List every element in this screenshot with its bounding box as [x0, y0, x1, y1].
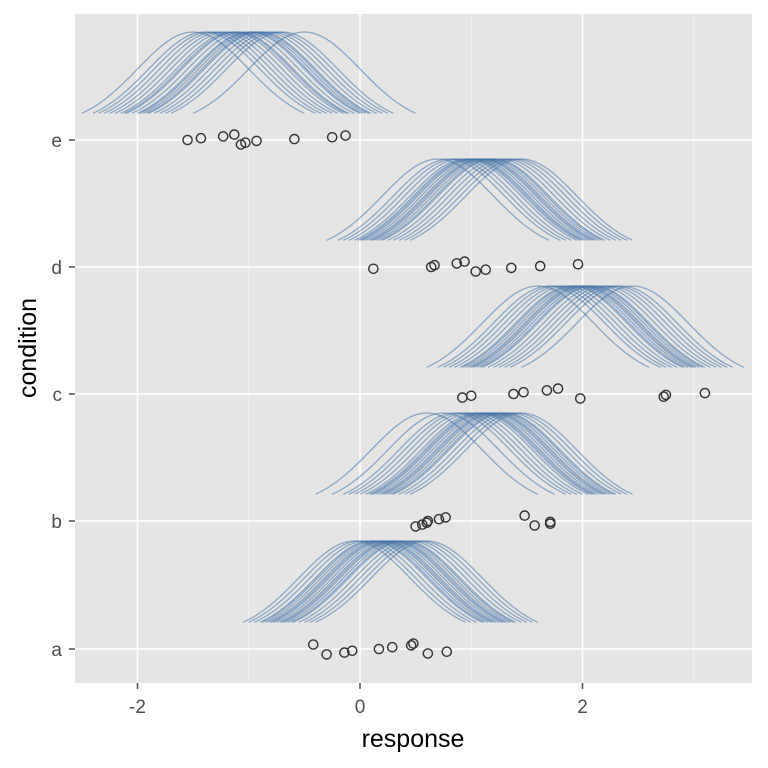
density-curve — [331, 412, 555, 495]
observation-point — [660, 389, 672, 401]
observation-point — [441, 646, 453, 658]
y-axis-title: condition — [14, 298, 42, 398]
observation-points — [182, 129, 711, 660]
observation-point — [699, 387, 711, 399]
y-axis: a b c d e — [51, 131, 75, 661]
observation-point — [195, 132, 207, 144]
observation-point — [480, 264, 492, 276]
x-axis: -2 0 2 — [129, 683, 588, 718]
observation-point — [421, 517, 433, 529]
density-curve — [192, 31, 416, 114]
observation-point — [228, 129, 240, 140]
x-tick-label: 2 — [577, 697, 588, 718]
observation-point — [326, 131, 338, 143]
density-curve — [521, 285, 745, 368]
density-curve — [315, 412, 539, 495]
plot-panel — [75, 14, 752, 683]
observation-point — [529, 520, 540, 531]
y-tick-label: e — [51, 131, 62, 152]
observation-point — [422, 648, 434, 659]
density-curve — [315, 540, 539, 623]
observation-point — [505, 262, 517, 274]
observation-point — [544, 516, 556, 528]
observation-point — [217, 131, 229, 142]
observation-point — [368, 263, 379, 275]
observation-point — [572, 258, 584, 270]
y-tick-label: d — [51, 258, 62, 279]
observation-point — [307, 639, 319, 650]
observation-point — [574, 393, 586, 404]
observation-point — [340, 130, 351, 141]
observation-point — [541, 385, 553, 396]
observation-point — [182, 134, 193, 146]
x-axis-title: response — [362, 725, 465, 753]
observation-point — [518, 386, 529, 398]
observation-point — [240, 137, 251, 148]
observation-point — [658, 391, 670, 403]
observation-point — [408, 638, 419, 649]
density-curves — [81, 31, 745, 623]
y-tick-label: b — [51, 512, 62, 533]
y-tick-label: a — [51, 640, 62, 661]
observation-point — [410, 521, 421, 532]
observation-point — [251, 135, 262, 147]
observation-point — [552, 383, 564, 394]
observation-point — [508, 388, 519, 400]
observation-point — [339, 647, 350, 658]
observation-point — [470, 266, 482, 277]
density-curve — [509, 285, 733, 368]
observation-point — [289, 133, 300, 145]
observation-point — [405, 640, 417, 651]
x-tick-label: 0 — [355, 697, 366, 718]
observation-point — [346, 645, 358, 657]
observation-point — [422, 515, 434, 527]
observation-point — [433, 513, 445, 525]
observation-point — [534, 260, 546, 272]
y-tick-label: c — [53, 385, 63, 406]
observation-point — [465, 390, 477, 402]
observation-point — [459, 256, 470, 267]
observation-point — [440, 512, 451, 523]
x-tick-label: -2 — [129, 697, 146, 718]
density-curve — [409, 412, 633, 495]
density-curve — [81, 31, 305, 114]
observation-point — [519, 510, 530, 521]
observation-point — [386, 641, 398, 653]
observation-point — [451, 258, 463, 269]
density-curve — [170, 31, 394, 114]
observation-point — [429, 259, 440, 271]
observation-point — [321, 649, 332, 660]
density-curve — [326, 158, 550, 241]
density-curve — [426, 285, 650, 368]
grid-lines — [75, 14, 752, 683]
density-curve — [409, 158, 633, 241]
observation-point — [373, 643, 385, 655]
